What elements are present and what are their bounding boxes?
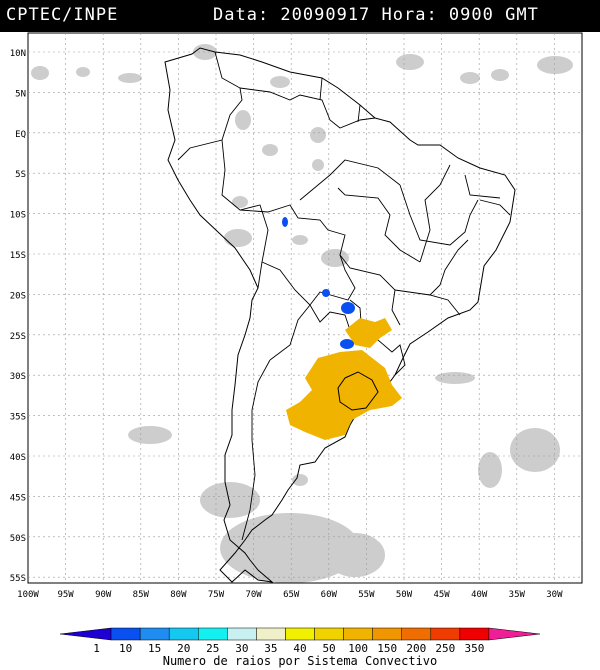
lon-label: 90W — [95, 590, 112, 600]
lat-label: 40S — [10, 453, 26, 463]
legend-tick: 25 — [206, 642, 219, 655]
lat-label: 50S — [10, 534, 26, 544]
lon-label: 55W — [358, 590, 375, 600]
lat-label: 25S — [10, 332, 26, 342]
legend-tick: 20 — [177, 642, 190, 655]
legend-tick: 1 — [93, 642, 100, 655]
convective-systems — [282, 217, 402, 440]
legend-tick: 40 — [293, 642, 306, 655]
lat-label: 5N — [15, 89, 26, 99]
legend-tick: 250 — [435, 642, 455, 655]
map-frame — [27, 32, 583, 584]
legend-swatch — [256, 627, 286, 641]
legend-swatch — [227, 627, 257, 641]
lat-label: 55S — [10, 574, 26, 584]
legend-tick: 35 — [264, 642, 277, 655]
legend-tick: 200 — [406, 642, 426, 655]
legend-swatch — [110, 627, 141, 641]
title-bar: CPTEC/INPE Data: 20090917 Hora: 0900 GMT — [0, 0, 600, 32]
cloud-patches — [31, 44, 573, 583]
legend-tick: 10 — [119, 642, 132, 655]
legend-title: Numero de raios por Sistema Convectivo — [163, 654, 438, 668]
source-label: CPTEC/INPE — [6, 5, 119, 25]
legend-swatch — [372, 627, 402, 641]
map-figure: 10N5NEQ5S10S15S20S25S30S35S40S45S50S55S … — [10, 32, 583, 600]
lat-label: 15S — [10, 251, 26, 261]
latitude-labels: 10N 5N EQ 5S 10S 15S 20S 25S 30S 35S 40S 45S 50S 55S — [10, 49, 26, 584]
legend-swatch — [168, 627, 199, 641]
longitude-labels: 100W 95W 90W 85W 80W 75W 70W 65W 60W 55W 50W 45W 40W… — [17, 590, 563, 600]
legend-bar — [59, 627, 541, 641]
lon-label: 60W — [321, 590, 338, 600]
lon-label: 50W — [396, 590, 413, 600]
color-legend: 1 10 15 20 25 30 35 40 50 100 150 200 250 350 Numero … — [59, 627, 541, 668]
country-borders — [177, 51, 511, 541]
lon-label: 95W — [57, 590, 74, 600]
lat-label: 20S — [10, 291, 26, 301]
lon-label: 75W — [208, 590, 225, 600]
lon-label: 45W — [433, 590, 450, 600]
legend-swatch — [59, 627, 112, 641]
legend-tick: 350 — [464, 642, 484, 655]
lon-label: 65W — [283, 590, 300, 600]
legend-swatch — [139, 627, 170, 641]
lat-label: 30S — [10, 372, 26, 382]
legend-swatch — [343, 627, 373, 641]
legend-tick: 50 — [322, 642, 335, 655]
lat-label: EQ — [15, 130, 26, 140]
graticule — [28, 33, 582, 583]
lat-label: 10S — [10, 211, 26, 221]
lon-label: 35W — [509, 590, 526, 600]
lat-label: 10N — [10, 49, 26, 59]
legend-swatch — [459, 627, 490, 641]
lon-label: 70W — [245, 590, 262, 600]
lat-label: 5S — [15, 170, 26, 180]
lon-label: 80W — [170, 590, 187, 600]
legend-swatch — [314, 627, 344, 641]
legend-tick: 30 — [235, 642, 248, 655]
south-america-coastline — [164, 47, 516, 583]
lon-label: 30W — [546, 590, 563, 600]
legend-tick: 15 — [148, 642, 161, 655]
lon-label: 40W — [471, 590, 488, 600]
legend-swatch — [285, 627, 315, 641]
legend-ticks: 1 10 15 20 25 30 35 40 50 100 150 200 250 350 — [93, 642, 484, 655]
legend-swatch — [488, 627, 541, 641]
legend-swatch — [430, 627, 461, 641]
datetime-label: Data: 20090917 Hora: 0900 GMT — [213, 5, 539, 25]
lon-label: 85W — [133, 590, 150, 600]
lat-label: 45S — [10, 493, 26, 503]
legend-swatch — [401, 627, 432, 641]
legend-swatch — [198, 627, 228, 641]
legend-tick: 150 — [377, 642, 397, 655]
lon-label: 100W — [17, 590, 39, 600]
lat-label: 35S — [10, 413, 26, 423]
legend-tick: 100 — [348, 642, 368, 655]
